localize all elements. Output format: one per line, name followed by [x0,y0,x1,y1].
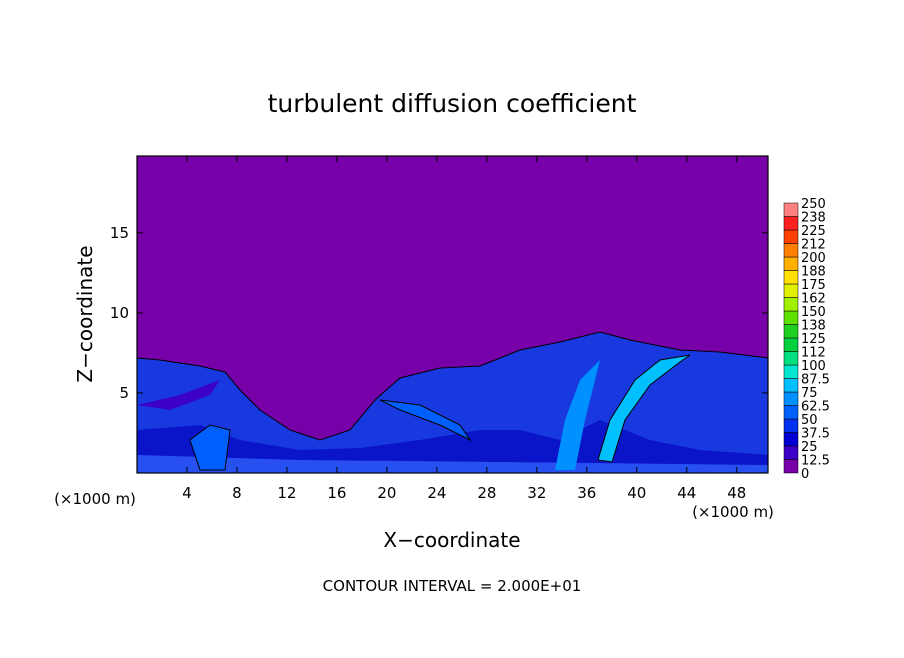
colorbar-band [783,445,799,460]
colorbar-label: 225 [801,224,826,239]
colorbar-label: 212 [801,238,826,253]
colorbar-band [783,243,799,258]
x-tick-label: 12 [277,484,296,502]
colorbar-band [783,351,799,366]
colorbar-label: 175 [801,278,826,293]
colorbar-label: 138 [801,319,826,334]
colorbar-label: 87.5 [801,373,830,388]
colorbar-band [783,324,799,339]
colorbar-band [783,337,799,352]
x-tick-label: 4 [182,484,192,502]
y-axis-label: Z−coordinate [73,245,97,382]
colorbar-label: 25 [801,440,818,455]
colorbar-label: 50 [801,413,818,428]
x-tick-label: 44 [677,484,696,502]
colorbar-label: 162 [801,292,826,307]
colorbar-band [783,432,799,447]
colorbar-band [783,283,799,298]
colorbar-band [783,364,799,379]
x-tick-label: 8 [232,484,242,502]
chart-title: turbulent diffusion coefficient [268,89,637,118]
y-tick-label: 10 [110,304,129,322]
colorbar-band [783,297,799,312]
colorbar-label: 112 [801,346,826,361]
colorbar-band [783,310,799,325]
y-tick-label: 5 [119,384,129,402]
colorbar-label: 75 [801,386,818,401]
x-tick-label: 24 [427,484,446,502]
y-tick-label: 15 [110,224,129,242]
x-tick-label: 36 [577,484,596,502]
colorbar-band [783,378,799,393]
contour-field [137,156,768,473]
colorbar-label: 12.5 [801,454,830,469]
colorbar-label: 238 [801,211,826,226]
x-tick-label: 20 [377,484,396,502]
colorbar-label: 0 [801,467,809,482]
x-unit-label: (×1000 m) [54,490,136,508]
colorbar-band [783,202,799,217]
colorbar-band [783,270,799,285]
colorbar-band [783,405,799,420]
x-tick-label: 16 [327,484,346,502]
colorbar-label: 150 [801,305,826,320]
colorbar-band [783,229,799,244]
x-axis-label: X−coordinate [383,528,520,552]
colorbar-band [783,391,799,406]
x-unit-label: (×1000 m) [692,503,774,521]
colorbar-band [783,418,799,433]
colorbar-label: 200 [801,251,826,266]
plot-frame [136,155,769,474]
colorbar-label: 188 [801,265,826,280]
x-tick-label: 48 [727,484,746,502]
x-tick-label: 40 [627,484,646,502]
colorbar-band [783,216,799,231]
colorbar-label: 62.5 [801,400,830,415]
colorbar-band [783,459,799,474]
colorbar-label: 125 [801,332,826,347]
colorbar-label: 250 [801,197,826,212]
colorbar-label: 37.5 [801,427,830,442]
x-tick-label: 28 [477,484,496,502]
colorbar-band [783,256,799,271]
footer-note: CONTOUR INTERVAL = 2.000E+01 [323,577,582,595]
colorbar-label: 100 [801,359,826,374]
x-tick-label: 32 [527,484,546,502]
